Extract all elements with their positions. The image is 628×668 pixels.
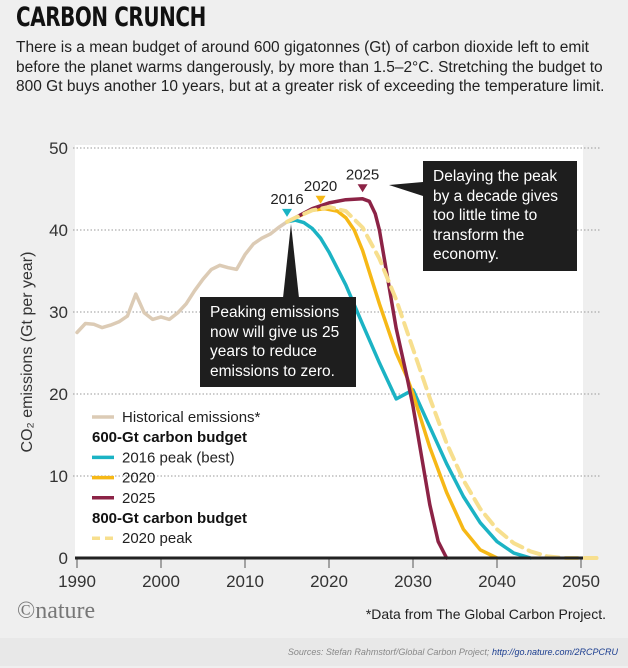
source-link[interactable]: http://go.nature.com/2RCPCRU bbox=[491, 647, 618, 657]
peak-label: 2020 bbox=[304, 178, 337, 195]
x-tick-label: 2010 bbox=[226, 572, 264, 591]
legend-heading: 600-Gt carbon budget bbox=[92, 429, 247, 446]
x-tick-label: 2020 bbox=[310, 572, 348, 591]
series-line-0 bbox=[75, 216, 298, 335]
peak-label: 2025 bbox=[346, 166, 379, 183]
legend-label: 2016 peak (best) bbox=[122, 449, 235, 466]
sources: Sources: Stefan Rahmstorf/Global Carbon … bbox=[288, 647, 618, 657]
y-axis-label: CO₂ emissions (Gt per year) bbox=[19, 252, 36, 453]
figure-subtitle: There is a mean budget of around 600 gig… bbox=[16, 39, 605, 95]
legend-heading: 800-Gt carbon budget bbox=[92, 510, 247, 527]
callout-early-peak: Peaking emissions now will give us 25 ye… bbox=[200, 297, 356, 387]
series-line-1 bbox=[285, 218, 533, 560]
x-tick-label: 2050 bbox=[562, 572, 600, 591]
callout-late-peak: Delaying the peak by a decade gives too … bbox=[423, 161, 577, 271]
sources-text: Sources: Stefan Rahmstorf/Global Carbon … bbox=[287, 647, 490, 657]
x-tick-label: 1990 bbox=[58, 572, 96, 591]
series-line-4 bbox=[285, 205, 600, 560]
data-note: *Data from The Global Carbon Project. bbox=[365, 606, 606, 622]
y-tick-label: 0 bbox=[59, 549, 68, 568]
y-tick-label: 50 bbox=[49, 139, 68, 158]
series-line-3 bbox=[285, 197, 449, 560]
footer-bar bbox=[0, 638, 628, 666]
y-tick-label: 30 bbox=[49, 303, 68, 322]
peak-marker-2016 bbox=[282, 208, 292, 217]
callout-pointer-late bbox=[389, 182, 423, 196]
peak-marker-2025 bbox=[357, 184, 368, 193]
legend-label: 2020 peak bbox=[122, 530, 193, 547]
callout-pointer-early bbox=[283, 224, 299, 298]
legend-label: Historical emissions* bbox=[122, 409, 261, 426]
nature-logo: ©nature bbox=[17, 598, 96, 624]
legend-label: 2025 bbox=[122, 490, 155, 507]
y-tick-label: 20 bbox=[49, 385, 68, 404]
x-tick-label: 2030 bbox=[394, 572, 432, 591]
peak-marker-2020 bbox=[315, 195, 326, 204]
legend-label: 2020 bbox=[122, 470, 155, 487]
peak-label: 2016 bbox=[270, 191, 303, 208]
y-tick-label: 10 bbox=[49, 467, 68, 486]
x-tick-label: 2000 bbox=[142, 572, 180, 591]
figure-title: CARBON CRUNCH bbox=[16, 2, 206, 33]
x-tick-label: 2040 bbox=[478, 572, 516, 591]
y-tick-label: 40 bbox=[49, 221, 68, 240]
